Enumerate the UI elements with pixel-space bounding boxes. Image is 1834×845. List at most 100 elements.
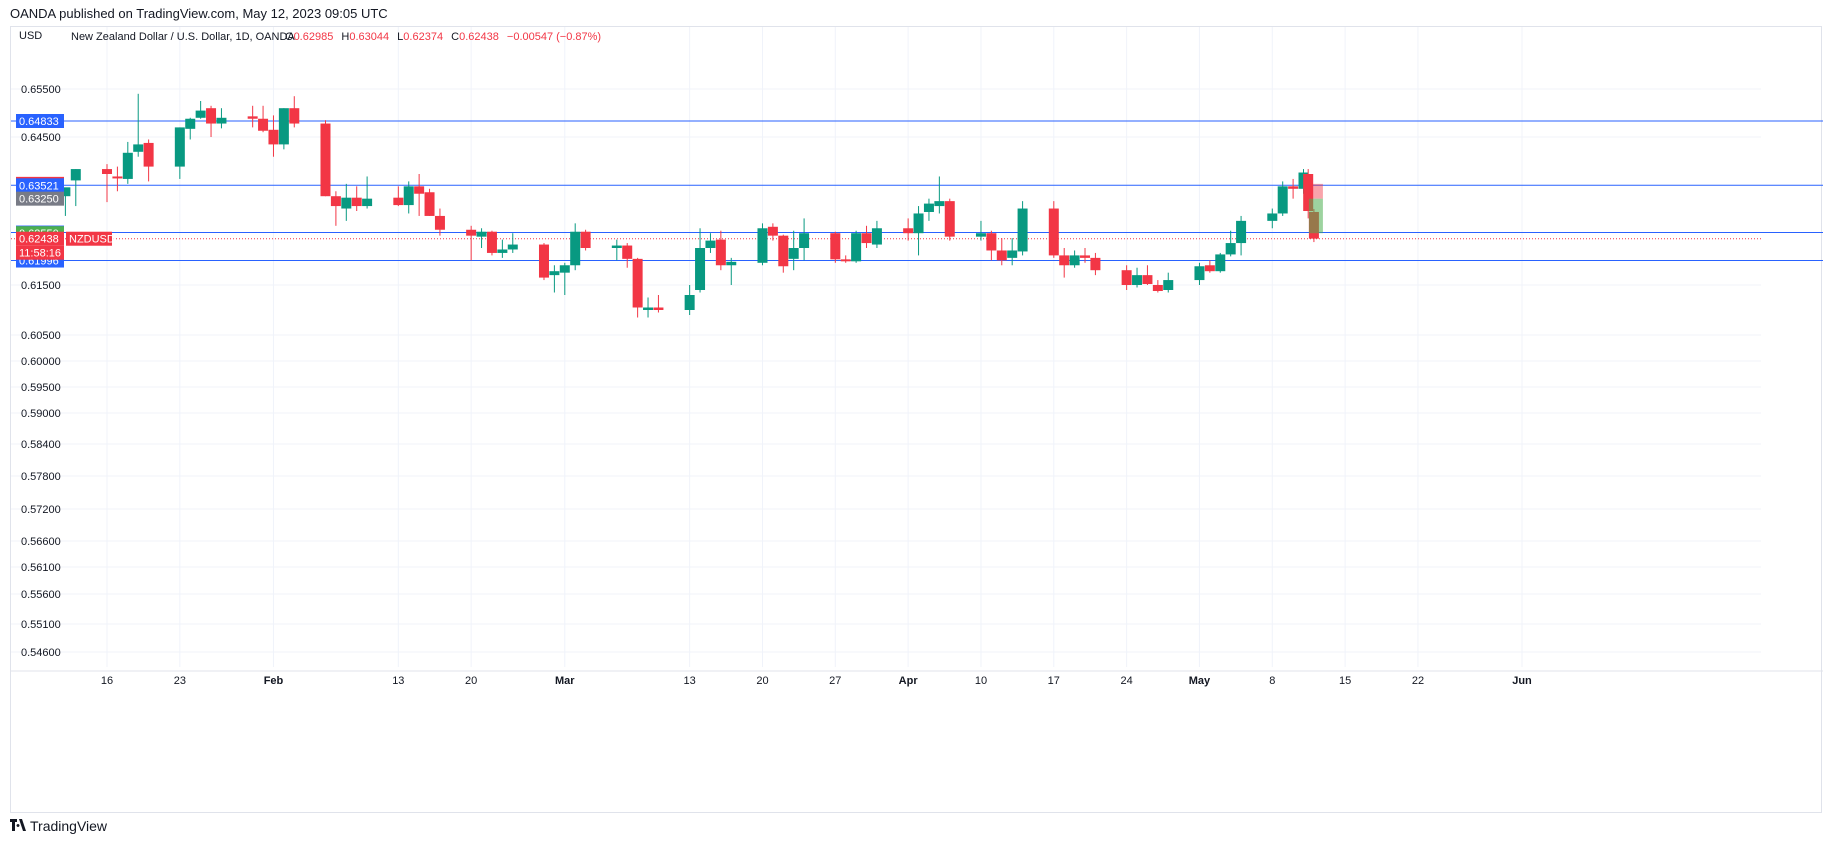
x-tick-label: Feb (264, 675, 284, 687)
candle-body (975, 233, 986, 237)
countdown-text: 11:58:16 (19, 248, 61, 260)
candle-body (778, 235, 789, 267)
x-tick-label: Apr (899, 675, 919, 687)
candle-body (1121, 270, 1132, 285)
price-labels: 0.648330.635500.635210.632500.625630.625… (16, 114, 115, 268)
x-tick-label: 20 (756, 675, 768, 687)
y-tick-label: 0.61500 (21, 280, 61, 292)
candle-body (986, 233, 997, 251)
tradingview-logo-icon (10, 818, 26, 834)
price-label-text: 0.63250 (19, 194, 59, 206)
open-label: O (285, 31, 294, 43)
candle-body (695, 248, 706, 290)
y-tick-label: 0.56600 (21, 536, 61, 548)
candle-body (1007, 250, 1018, 258)
y-tick-label: 0.57800 (21, 471, 61, 483)
candle-body (851, 233, 862, 262)
close-label: C (451, 31, 459, 43)
y-tick-label: 0.55600 (21, 589, 61, 601)
footer-brand[interactable]: TradingView (30, 818, 108, 834)
y-tick-label: 0.65500 (21, 84, 61, 96)
x-tick-label: 20 (465, 675, 477, 687)
candle-body (559, 265, 570, 273)
candle-body (1048, 208, 1059, 256)
candle-body (424, 192, 435, 216)
candle-body (1194, 266, 1205, 281)
candle-body (289, 108, 300, 124)
candle-body (903, 228, 914, 234)
price-label: 0.62438 (16, 231, 64, 246)
candlestick-chart[interactable]: 0.65500 0.64500 0.61500 0.60500 0.60000 0.595… (11, 27, 1823, 814)
x-tick-label: May (1189, 675, 1211, 687)
price-label-bg (16, 178, 64, 193)
candle-body (757, 228, 768, 263)
candle-body (195, 110, 206, 118)
candle-body (70, 169, 81, 181)
candle-body (934, 201, 945, 207)
price-label-bg (16, 231, 64, 246)
candle-body (486, 231, 497, 253)
candle-body (1204, 265, 1215, 272)
footer: TradingView (10, 818, 107, 834)
position-tool (1308, 183, 1323, 234)
candle-body (622, 245, 633, 259)
candle-body (1225, 243, 1236, 255)
low-label: L (397, 31, 403, 43)
candle-body (497, 249, 508, 253)
position-stop-zone (1308, 183, 1323, 199)
x-tick-label: 8 (1269, 675, 1275, 687)
publisher-line: OANDA published on TradingView.com, May … (10, 6, 388, 21)
candle-body (216, 117, 227, 124)
candle-body (1059, 255, 1070, 266)
candle-body (351, 197, 362, 207)
candle-body (1288, 186, 1299, 189)
x-tick-label: 22 (1412, 675, 1424, 687)
candle-body (923, 203, 934, 212)
candle-body (393, 197, 404, 206)
candle-body (268, 129, 279, 145)
candle-body (684, 295, 695, 310)
x-tick-label: 27 (829, 675, 841, 687)
price-label: 0.64833 (16, 114, 64, 128)
candle-body (1152, 285, 1163, 291)
candle-body (1080, 255, 1091, 258)
y-tick-label: 0.56100 (21, 562, 61, 574)
candle-body (60, 187, 71, 197)
price-label-text: 0.64833 (19, 116, 59, 128)
candle-body (871, 228, 882, 245)
x-tick-label: Jun (1512, 675, 1532, 687)
candle-body (913, 213, 924, 234)
candle-body (799, 233, 810, 248)
candle-body (434, 215, 445, 230)
y-tick-label: 0.58400 (21, 439, 61, 451)
x-tick-label: 16 (101, 675, 113, 687)
x-tick-label: 15 (1339, 675, 1351, 687)
candle-body (611, 245, 622, 248)
candle-body (278, 108, 289, 145)
candle-body (767, 226, 778, 236)
x-tick-label: 13 (392, 675, 404, 687)
candle-body (549, 271, 560, 276)
candle-body (726, 261, 737, 266)
candle-body (320, 123, 331, 197)
candles (60, 93, 1319, 318)
high-value: 0.63044 (349, 31, 389, 43)
candle-body (507, 244, 518, 250)
y-tick-label: 0.60500 (21, 330, 61, 342)
ohlc-values: O0.62985 H0.63044 L0.62374 C0.62438 −0.0… (285, 31, 601, 43)
candle-body (570, 231, 581, 266)
price-label: 0.63521 (16, 178, 64, 193)
candle-body (1017, 208, 1028, 252)
grid-layer (11, 27, 1761, 667)
candle-body (1215, 254, 1226, 272)
chart-frame[interactable]: 0.65500 0.64500 0.61500 0.60500 0.60000 0.595… (10, 26, 1823, 814)
candle-body (258, 118, 269, 131)
candle-body (112, 176, 123, 179)
candle-body (143, 142, 154, 167)
candle-body (705, 240, 716, 248)
price-label-text: 0.63521 (19, 180, 59, 192)
price-label-bg (16, 114, 64, 128)
countdown-bg (16, 245, 64, 260)
currency-label: USD (19, 30, 42, 42)
x-tick-label: 10 (975, 675, 987, 687)
